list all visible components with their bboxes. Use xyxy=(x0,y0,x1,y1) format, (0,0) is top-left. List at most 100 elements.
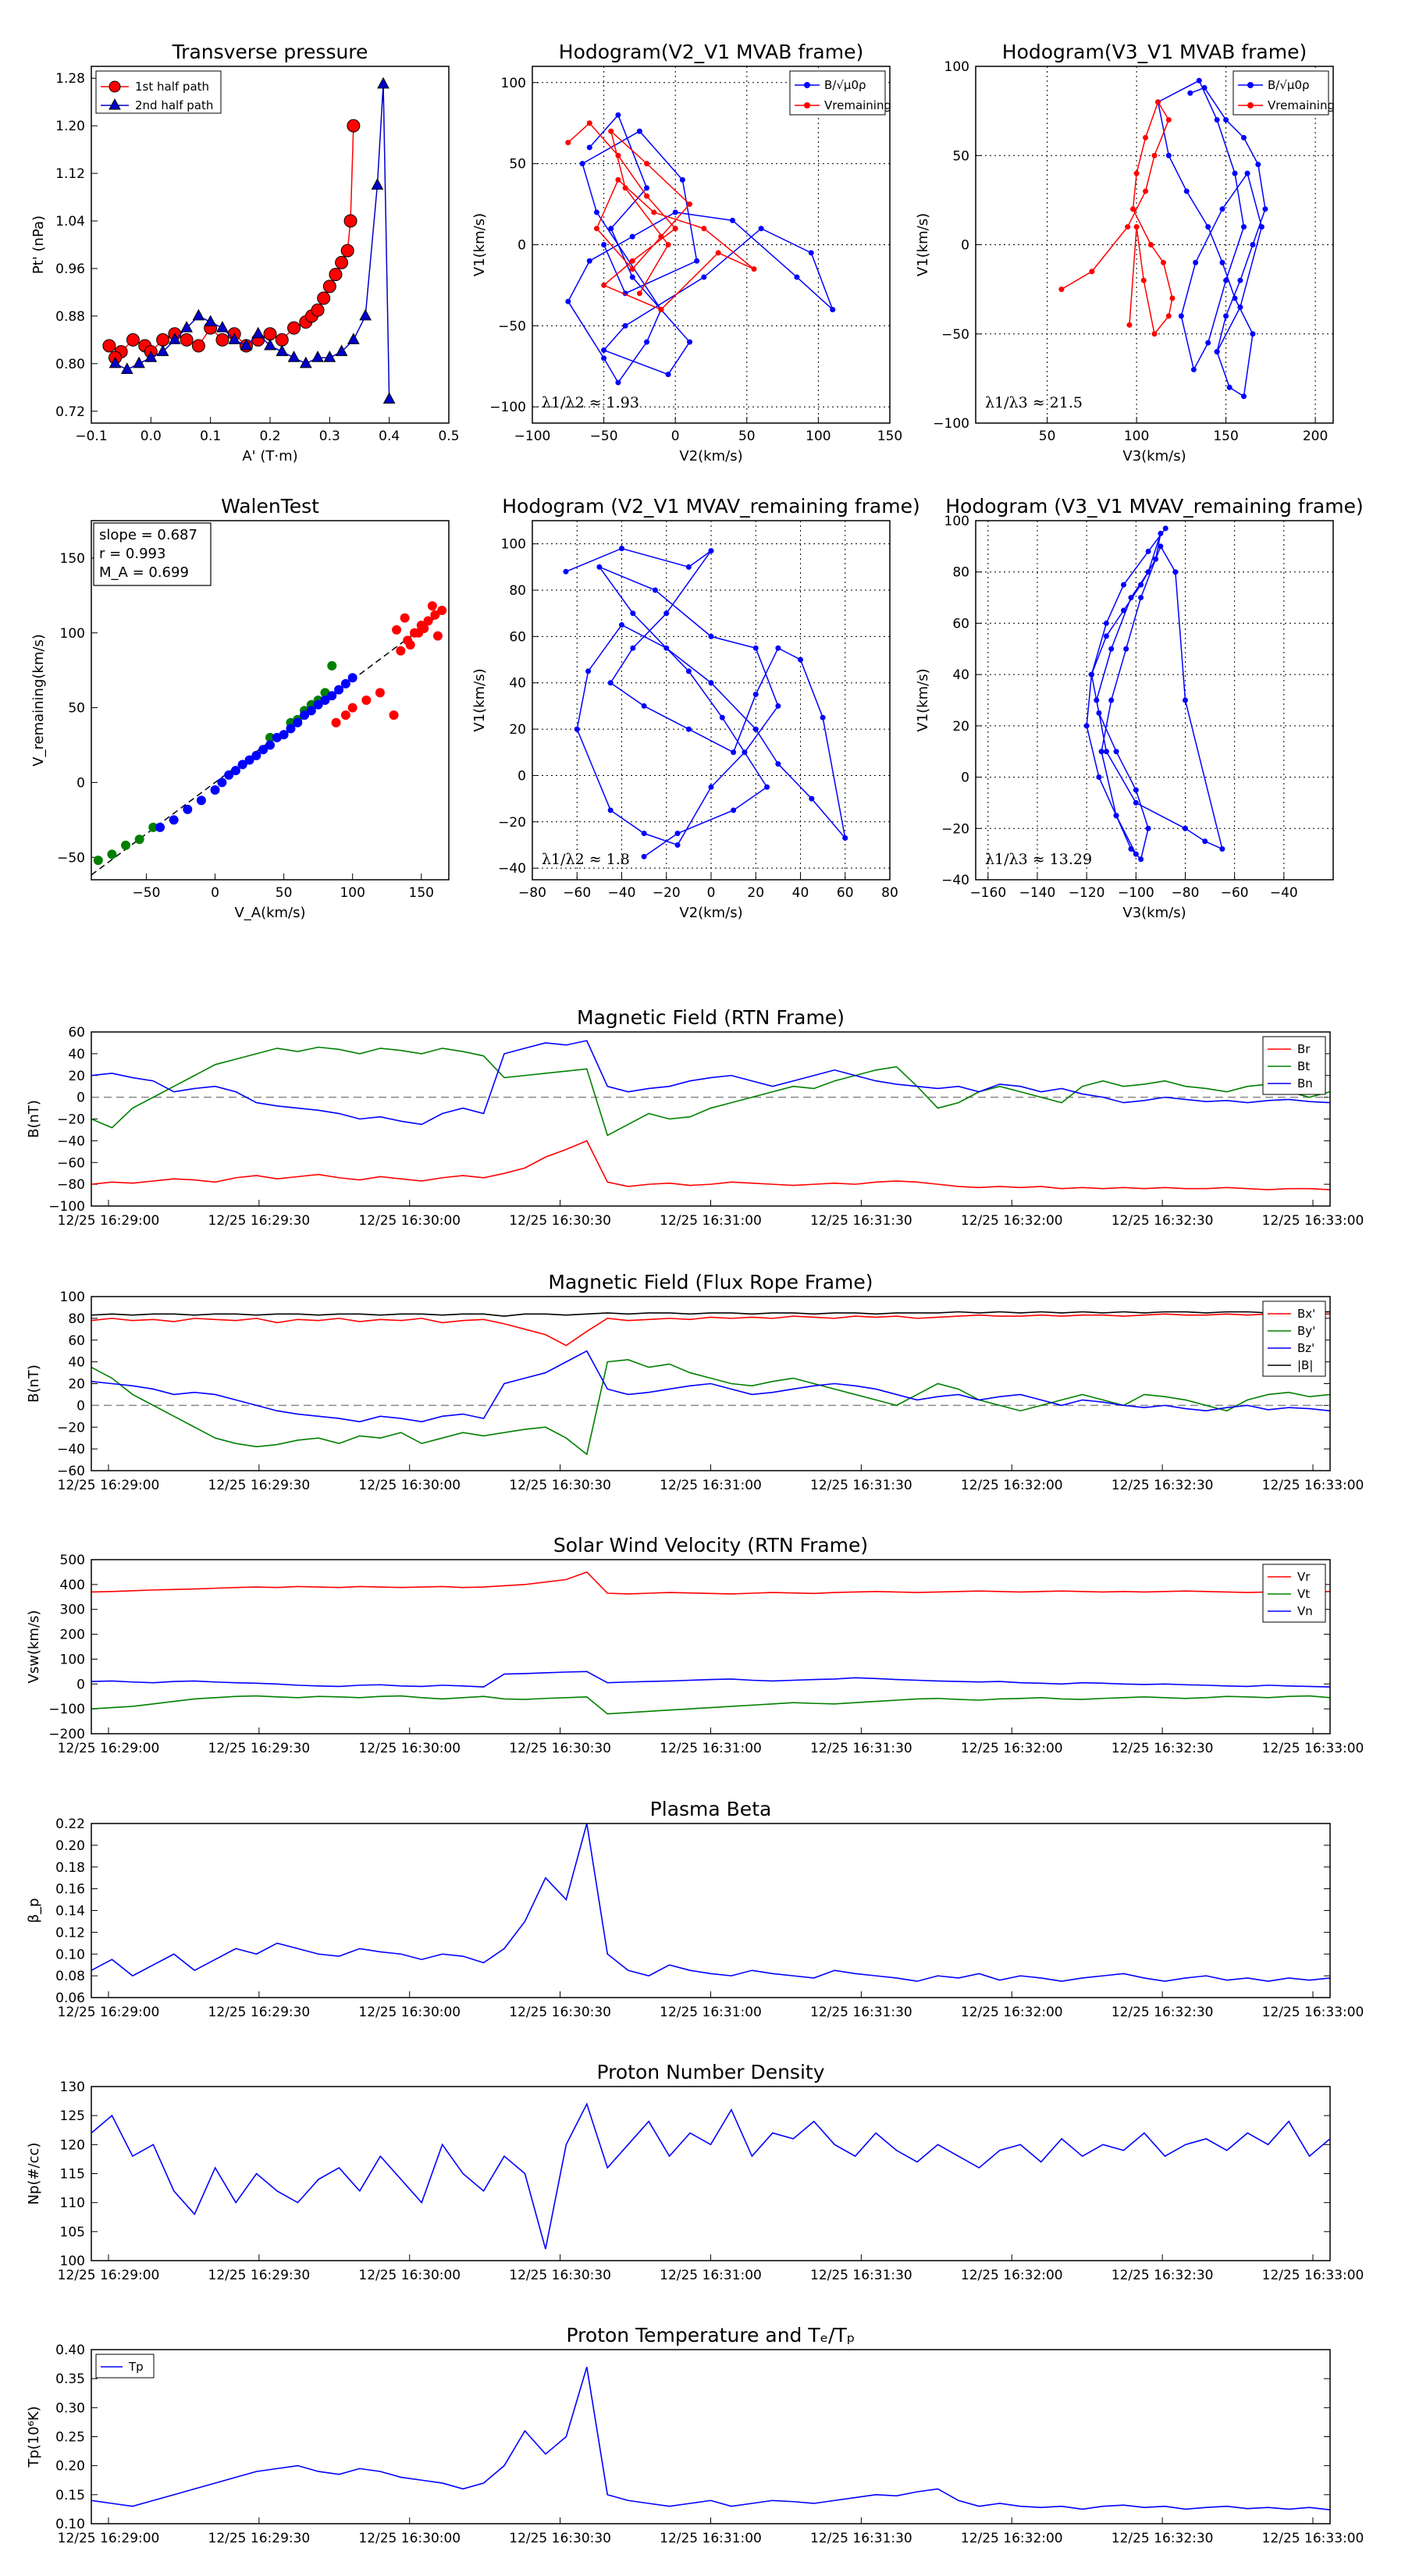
x-tick-label: 12/25 16:31:30 xyxy=(810,2531,912,2546)
y-tick-label: 0 xyxy=(518,768,526,784)
y-tick-label: 0 xyxy=(76,1091,85,1106)
series-line-Bt xyxy=(91,1046,1331,1137)
series-line-0 xyxy=(1157,80,1266,397)
y-tick-label: −20 xyxy=(941,821,969,837)
x-tick-label: 12/25 16:29:00 xyxy=(58,2531,160,2546)
data-point xyxy=(685,668,692,674)
legend: Br Bt Bn xyxy=(1262,1036,1326,1095)
data-point xyxy=(601,347,607,354)
data-point xyxy=(1058,286,1065,293)
data-point xyxy=(347,333,360,344)
data-point xyxy=(775,703,781,709)
chart-mag_fluxrope: −60 −40 −20 0 20 40 60 80 100 12/25 16:29:00 12/25… xyxy=(26,1271,1364,1493)
y-tick-label: 0.12 xyxy=(55,1925,85,1941)
data-point xyxy=(607,807,614,813)
data-point xyxy=(327,691,337,701)
y-tick-label: 100 xyxy=(501,76,526,91)
series-line-Bx' xyxy=(91,1313,1330,1347)
y-tick-label: −100 xyxy=(933,416,969,432)
data-point xyxy=(622,185,628,191)
y-axis-label: Tp(10⁶K) xyxy=(26,2406,42,2467)
data-point xyxy=(287,350,301,362)
y-tick-label: 60 xyxy=(68,1025,85,1041)
data-point xyxy=(1083,723,1090,729)
x-tick-label: 12/25 16:29:00 xyxy=(58,1213,160,1229)
chart-title: Hodogram (V3_V1 MVAV_remaining frame) xyxy=(945,495,1364,518)
x-tick-label: 100 xyxy=(806,429,831,444)
y-tick-label: 20 xyxy=(68,1069,85,1084)
data-point xyxy=(183,804,193,814)
data-point xyxy=(279,730,289,740)
data-point xyxy=(1128,846,1134,852)
data-point xyxy=(121,840,131,850)
axes-frame xyxy=(91,1823,1331,1998)
data-point xyxy=(329,268,343,282)
y-tick-label: 60 xyxy=(509,629,526,645)
x-tick-label: −40 xyxy=(1270,885,1298,901)
data-point xyxy=(701,274,707,280)
data-point xyxy=(382,392,396,404)
chart-hodogram_v3v1_mvab: 50 100 150 200 −100 −50 0 50 100 Hodogram(V3_V1 M… xyxy=(915,41,1335,464)
y-tick-label: 150 xyxy=(60,551,85,567)
axes-frame xyxy=(91,2086,1331,2261)
data-point xyxy=(652,587,658,593)
data-point xyxy=(798,656,803,663)
data-point xyxy=(563,568,569,575)
data-point xyxy=(663,645,670,651)
data-point xyxy=(335,344,348,357)
data-point xyxy=(685,726,692,732)
data-point xyxy=(430,610,440,620)
legend-frame xyxy=(95,2354,155,2379)
data-point xyxy=(1178,313,1184,319)
data-point xyxy=(1140,277,1147,283)
data-point xyxy=(629,258,635,264)
chart-sw_velocity: −200 −100 0 100 200 300 400 500 12/25 16:29:00 12… xyxy=(26,1534,1364,1756)
data-point xyxy=(1165,117,1172,123)
data-point xyxy=(427,601,437,611)
data-point xyxy=(264,338,276,350)
x-tick-label: 12/25 16:29:30 xyxy=(208,2005,311,2020)
data-point xyxy=(1182,825,1188,831)
data-point xyxy=(1133,787,1139,793)
data-point xyxy=(1098,749,1104,755)
data-point xyxy=(144,350,158,362)
data-point xyxy=(601,282,607,288)
y-tick-label: 100 xyxy=(60,1290,85,1305)
data-point xyxy=(107,849,117,859)
x-tick-label: 200 xyxy=(1303,429,1328,444)
x-tick-label: 12/25 16:29:00 xyxy=(58,1741,160,1756)
data-point xyxy=(1255,162,1261,168)
data-point xyxy=(629,233,635,240)
legend-label: Bx' xyxy=(1297,1307,1315,1321)
chart-hodogram_v3v1_mvav: −160 −140 −120 −100 −80 −60 −40 −40 −20 0 20 40 60 80… xyxy=(915,495,1364,921)
chart-title: WalenTest xyxy=(221,495,319,518)
x-tick-label: 12/25 16:32:00 xyxy=(961,2005,1063,2020)
legend-label: By' xyxy=(1297,1324,1315,1338)
x-tick-label: 12/25 16:32:30 xyxy=(1112,1213,1214,1229)
legend-marker xyxy=(108,98,121,110)
x-tick-label: 0.5 xyxy=(438,429,459,444)
data-point xyxy=(1103,620,1109,626)
data-point xyxy=(169,815,179,825)
data-point xyxy=(392,624,402,635)
y-tick-label: 60 xyxy=(952,616,969,632)
legend-label: Bz' xyxy=(1297,1341,1314,1355)
y-tick-label: 0 xyxy=(961,238,969,254)
data-point xyxy=(1232,295,1238,301)
x-tick-label: 100 xyxy=(1124,429,1149,444)
data-point xyxy=(752,692,759,698)
ratio-annotation: λ1/λ3 ≈ 21.5 xyxy=(985,394,1083,411)
data-point xyxy=(240,338,253,350)
data-point xyxy=(1258,224,1264,230)
y-tick-label: 0.14 xyxy=(55,1904,85,1920)
x-tick-label: −100 xyxy=(514,429,551,444)
data-point xyxy=(752,726,759,732)
y-tick-label: 20 xyxy=(952,719,969,735)
data-point xyxy=(1096,710,1102,716)
data-point xyxy=(300,710,310,720)
data-point xyxy=(347,119,361,133)
axes-frame xyxy=(975,66,1334,424)
x-tick-label: 12/25 16:32:00 xyxy=(961,1213,1063,1229)
data-point xyxy=(1219,846,1225,852)
y-tick-label: −20 xyxy=(57,1112,85,1128)
